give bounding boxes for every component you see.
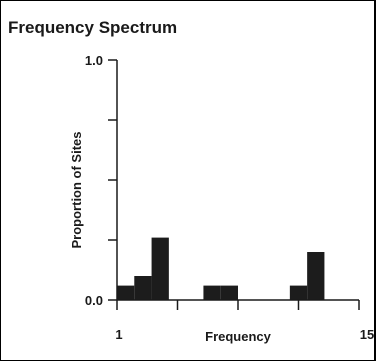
bar-bin-12 [307, 252, 325, 300]
bar-bin-7 [220, 285, 238, 300]
bar-bin-2 [134, 276, 152, 300]
x-tick-label-left: 1 [115, 327, 122, 342]
bar-bin-3 [151, 237, 169, 300]
bar-bin-1 [117, 285, 135, 300]
bar-bin-6 [203, 285, 221, 300]
bar-bin-11 [289, 285, 308, 300]
x-axis-label: Frequency [205, 329, 272, 344]
y-axis-label: Proportion of Sites [69, 132, 84, 249]
y-tick-label-bottom: 0.0 [85, 293, 103, 308]
x-tick-label-right: 15 [360, 327, 374, 342]
bars-group [117, 237, 325, 300]
chart-title: Frequency Spectrum [8, 18, 177, 37]
axes-group: 1.0 0.0 1 15 [85, 53, 374, 342]
y-tick-label-top: 1.0 [85, 53, 103, 68]
